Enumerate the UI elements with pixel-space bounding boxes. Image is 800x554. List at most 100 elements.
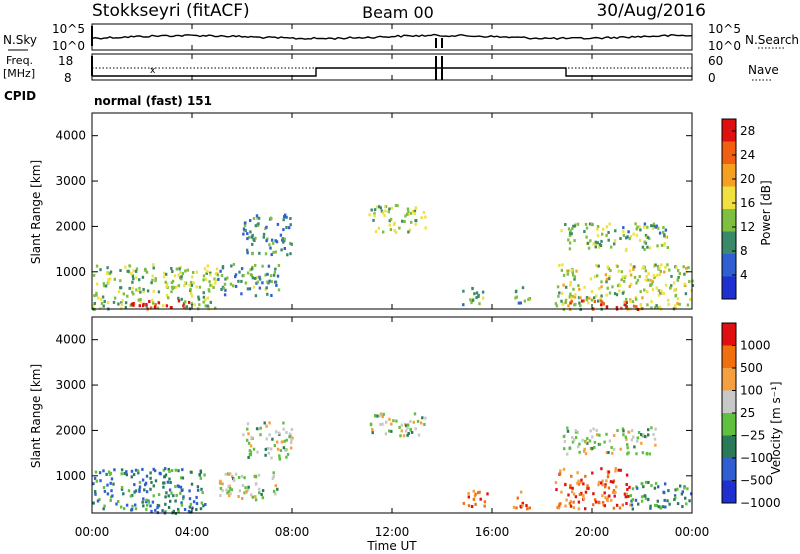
- power-cell: [570, 232, 573, 236]
- power-cell: [277, 264, 281, 267]
- power-cell: [652, 274, 656, 278]
- time-tick-label: 12:00: [375, 525, 410, 539]
- power-cell: [164, 280, 167, 284]
- power-cell: [195, 285, 198, 289]
- velocity-cell: [180, 501, 183, 505]
- velocity-cell: [420, 421, 423, 425]
- velocity-cell: [565, 498, 568, 502]
- power-cell: [261, 264, 264, 268]
- power-cell: [609, 269, 612, 273]
- power-cell: [154, 277, 157, 281]
- velocity-cell: [189, 510, 192, 514]
- velocity-cell: [407, 423, 410, 427]
- power-cell: [214, 278, 218, 282]
- power-cell: [152, 263, 155, 267]
- power-cell: [569, 283, 572, 287]
- velocity-cell: [192, 500, 196, 504]
- velocity-cell: [417, 433, 421, 437]
- power-cell: [248, 235, 251, 239]
- power-cell: [473, 292, 476, 296]
- power-cell: [206, 296, 209, 300]
- velocity-cell: [676, 487, 679, 491]
- power-cell: [590, 290, 594, 294]
- power-cell: [629, 299, 632, 303]
- velocity-cell: [152, 467, 155, 471]
- power-cell: [676, 297, 680, 301]
- power-cell: [644, 234, 648, 237]
- power-cell: [650, 224, 653, 228]
- velocity-colorbar-tick-label: −1000: [740, 496, 781, 510]
- power-cell: [631, 300, 635, 304]
- velocity-cell: [226, 491, 229, 495]
- velocity-cell: [109, 471, 113, 475]
- power-cell: [620, 270, 623, 274]
- power-cell: [265, 225, 268, 229]
- velocity-cell: [162, 485, 165, 489]
- velocity-cell: [674, 488, 677, 492]
- power-cell: [250, 235, 254, 239]
- power-cell: [422, 211, 426, 214]
- power-cell: [145, 303, 148, 306]
- power-cell: [567, 238, 570, 242]
- velocity-cell: [147, 500, 151, 504]
- power-cell: [222, 286, 226, 290]
- power-cell: [219, 269, 222, 273]
- power-cell: [268, 243, 271, 247]
- power-cell: [482, 296, 485, 300]
- velocity-cell: [622, 429, 625, 433]
- power-cell: [268, 279, 271, 283]
- power-cell: [673, 289, 676, 292]
- velocity-cell: [112, 482, 115, 486]
- power-cell: [180, 275, 183, 279]
- power-cell: [622, 230, 625, 234]
- velocity-cell: [241, 497, 244, 500]
- power-cell: [254, 263, 257, 267]
- power-cell: [660, 243, 664, 247]
- power-cell: [577, 296, 581, 300]
- velocity-cell: [143, 488, 146, 492]
- power-cell: [648, 236, 651, 240]
- velocity-cell: [258, 491, 261, 495]
- velocity-cell: [639, 433, 643, 436]
- power-cell: [204, 304, 207, 308]
- power-cell: [644, 269, 648, 273]
- power-cell: [674, 306, 677, 310]
- velocity-cell: [654, 443, 657, 447]
- power-cell: [405, 212, 409, 216]
- power-cell: [252, 237, 255, 241]
- power-cell: [202, 274, 206, 278]
- power-cell: [202, 278, 205, 282]
- power-cell: [677, 276, 680, 279]
- power-cell: [206, 264, 209, 268]
- velocity-cell: [156, 506, 159, 510]
- power-cell: [641, 266, 644, 270]
- velocity-cell: [166, 480, 170, 484]
- velocity-cell: [576, 471, 579, 475]
- velocity-cell: [141, 478, 145, 482]
- power-cell: [635, 281, 638, 285]
- nsky-trace: [91, 33, 693, 40]
- velocity-cell: [120, 486, 124, 489]
- velocity-cell: [113, 468, 116, 472]
- velocity-cell: [196, 485, 200, 489]
- velocity-cell: [169, 481, 172, 484]
- power-cell: [272, 250, 275, 254]
- power-cell: [149, 306, 153, 310]
- power-cell: [131, 290, 134, 294]
- velocity-cell: [574, 436, 578, 439]
- power-cell: [258, 251, 261, 255]
- power-cell: [623, 300, 626, 304]
- velocity-cell: [180, 476, 183, 480]
- power-cell: [289, 223, 292, 227]
- power-cell: [600, 280, 603, 284]
- velocity-cell: [603, 504, 606, 508]
- power-cell: [558, 291, 561, 295]
- velocity-cell: [152, 494, 155, 498]
- velocity-cell: [404, 429, 408, 433]
- power-cell: [664, 228, 668, 232]
- velocity-cell: [656, 499, 659, 503]
- power-cell: [569, 280, 572, 284]
- velocity-cell: [598, 442, 602, 446]
- velocity-cell: [132, 473, 136, 477]
- power-cell: [254, 294, 258, 298]
